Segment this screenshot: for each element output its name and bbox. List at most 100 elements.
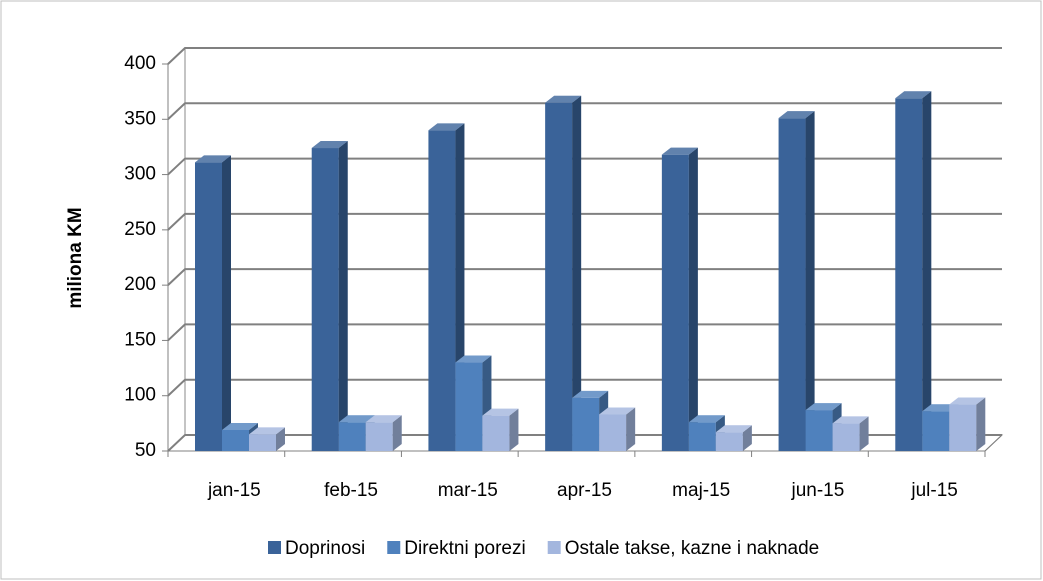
bar-top-shade: [365, 415, 402, 423]
bar-top: [805, 403, 842, 411]
bar-front: [832, 423, 860, 451]
y-tick-label: 300: [124, 164, 156, 185]
y-tick-label: 150: [124, 329, 156, 350]
grid-line: [167, 102, 1002, 121]
grid-line: [167, 378, 1002, 397]
bar: [949, 397, 986, 451]
grid-line: [167, 323, 1002, 342]
bar-side: [742, 425, 752, 451]
bar-top: [572, 390, 609, 398]
legend-label: Doprinosi: [285, 538, 365, 559]
bar-side-shade: [572, 95, 582, 451]
x-tick-label: mar-15: [438, 480, 498, 501]
bar-side-shade: [392, 415, 402, 451]
bar-front: [455, 362, 483, 451]
bar-top: [715, 425, 752, 433]
bar-top: [195, 155, 231, 163]
bar-top: [428, 123, 465, 131]
bar-side: [572, 95, 582, 451]
legend-label: Direktni porezi: [404, 538, 525, 559]
bar: [832, 416, 869, 451]
bar-top-shade: [599, 407, 636, 415]
bar-side-shade: [626, 407, 636, 451]
bar-front: [545, 102, 573, 451]
bar-top-shade: [895, 91, 932, 99]
bar-top: [338, 415, 375, 423]
bar-front: [805, 410, 833, 451]
bar: [311, 141, 348, 451]
bar-top-shade: [428, 123, 465, 131]
bar-front: [222, 429, 249, 451]
bar-top: [249, 427, 285, 435]
bar-side-shade: [222, 155, 231, 451]
bar-top-shade: [249, 427, 285, 435]
y-axis-label: miliona KM: [65, 207, 86, 308]
x-tick-label: maj-15: [672, 480, 730, 501]
bar-front: [482, 415, 510, 451]
bar-side-shade: [859, 416, 869, 451]
bar-top: [832, 416, 869, 424]
bar-top-shade: [572, 390, 609, 398]
bar-side: [392, 415, 402, 451]
bar-top-shade: [222, 422, 258, 430]
bar-top: [778, 111, 815, 119]
bar-front: [895, 98, 923, 451]
bar-top: [365, 415, 402, 423]
bar-side: [276, 427, 285, 451]
bar-front: [428, 130, 456, 452]
x-tick-label: apr-15: [557, 480, 612, 501]
bar-side: [626, 407, 636, 451]
bar-side: [338, 141, 348, 451]
bar-top-shade: [661, 147, 698, 155]
bar-front: [661, 154, 689, 451]
bar-top: [599, 407, 636, 415]
y-tick-label: 50: [135, 440, 156, 461]
bar-top: [895, 91, 932, 99]
x-tick-label: jun-15: [791, 480, 845, 501]
x-axis-end: [984, 434, 1003, 452]
bar-side-shade: [805, 111, 815, 452]
bar: [715, 425, 752, 451]
grid-line: [167, 212, 1002, 231]
grid-line: [167, 157, 1002, 176]
y-tick-label: 100: [124, 385, 156, 406]
bar-top-shade: [715, 425, 752, 433]
bar-top-shade: [778, 111, 815, 119]
bar-top-shade: [311, 141, 348, 149]
bar-front: [922, 411, 950, 451]
bar-front: [572, 397, 600, 451]
y-tick-label: 350: [124, 108, 156, 129]
legend-swatch: [547, 541, 561, 554]
grid-line: [167, 47, 1002, 65]
bar-front: [195, 162, 222, 451]
bar: [545, 95, 582, 451]
y-tick-label: 200: [124, 274, 156, 295]
bar-front: [778, 118, 806, 452]
bar: [249, 427, 285, 451]
bar-top: [311, 141, 348, 149]
bar-side-shade: [922, 91, 932, 451]
bar-side-shade: [742, 425, 752, 451]
bar-front: [365, 422, 393, 451]
bar-side-shade: [276, 427, 285, 451]
bar-top: [688, 415, 725, 423]
bar-top-shade: [455, 355, 492, 363]
bar-side: [688, 147, 698, 451]
bar: [895, 91, 932, 451]
bar-top: [545, 95, 582, 103]
bar-top: [482, 408, 519, 416]
bar-top-shade: [338, 415, 375, 423]
bar-top-shade: [832, 416, 869, 424]
bar-top: [949, 397, 986, 405]
grid-line: [167, 268, 1002, 286]
bar-top-shade: [482, 408, 519, 416]
bar-side-shade: [976, 397, 986, 451]
legend-swatch: [268, 541, 281, 554]
bar: [482, 408, 519, 451]
bar-front: [599, 414, 627, 451]
bar-top-shade: [949, 397, 986, 405]
bar-top-shade: [805, 403, 842, 411]
bar-front: [311, 148, 339, 451]
